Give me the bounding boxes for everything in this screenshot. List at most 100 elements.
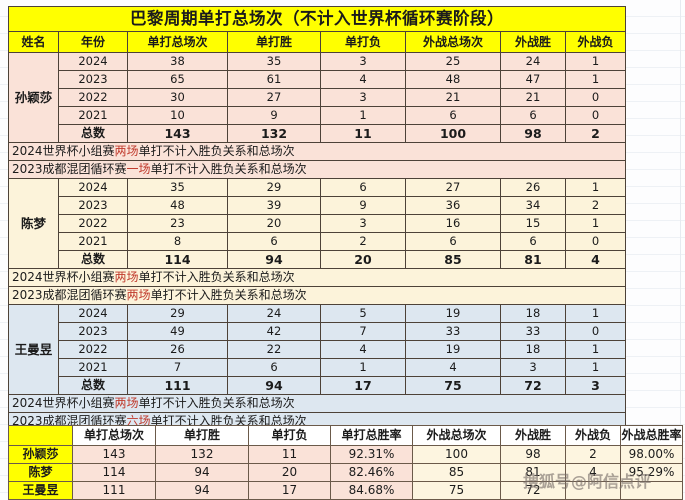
ext-loss-cell: 0 xyxy=(565,106,626,125)
note-pre: 2024世界杯小组赛 xyxy=(12,270,115,284)
ext-loss-cell: 1 xyxy=(565,178,626,197)
note-highlight: 两场 xyxy=(114,396,139,410)
singles-win-cell: 35 xyxy=(227,52,321,71)
year-cell: 2024 xyxy=(58,52,128,71)
summary-singles-total: 111 xyxy=(72,481,156,500)
total-ext-loss-cell: 4 xyxy=(565,250,626,269)
summary-header-ext-loss: 外战负 xyxy=(565,425,621,446)
singles-win-cell: 27 xyxy=(227,88,321,107)
singles-loss-cell: 3 xyxy=(320,52,406,71)
ext-win-cell: 21 xyxy=(500,88,566,107)
note-post: 单打不计入胜负关系和总场次 xyxy=(150,288,307,302)
summary-ext-total: 75 xyxy=(412,481,501,500)
ext-win-cell: 18 xyxy=(500,304,566,323)
note-post: 单打不计入胜负关系和总场次 xyxy=(138,270,295,284)
note-row: 2024世界杯小组赛两场单打不计入胜负关系和总场次 xyxy=(8,394,626,413)
year-cell: 2021 xyxy=(58,358,128,377)
summary-singles-total: 143 xyxy=(72,445,156,464)
ext-total-cell: 19 xyxy=(405,340,501,359)
summary-ext-rate: 98.00% xyxy=(620,445,683,464)
note-pre: 2024世界杯小组赛 xyxy=(12,144,115,158)
column-header-ext-total: 外战总场次 xyxy=(405,31,501,53)
summary-corner-cell xyxy=(8,425,73,446)
ext-win-cell: 3 xyxy=(500,358,566,377)
table-row: 孙颖莎 2024 38 35 3 25 24 1 xyxy=(8,52,626,143)
total-singles-loss-cell: 20 xyxy=(320,250,406,269)
column-header-name: 姓名 xyxy=(8,31,59,53)
column-header-singles-total: 单打总场次 xyxy=(127,31,228,53)
ext-loss-cell: 1 xyxy=(565,358,626,377)
ext-win-cell: 24 xyxy=(500,52,566,71)
summary-ext-loss: 4 xyxy=(565,463,621,482)
summary-header-row: 单打总场次 单打胜 单打负 单打总胜率 外战总场次 外战胜 外战负 外战总胜率 xyxy=(8,425,683,446)
section-note: 2024世界杯小组赛两场单打不计入胜负关系和总场次 xyxy=(8,142,626,161)
singles-total-cell: 49 xyxy=(127,322,228,341)
table-row: 2021 7 6 1 4 3 1 xyxy=(9,358,626,377)
singles-total-cell: 29 xyxy=(127,304,228,323)
ext-total-cell: 36 xyxy=(405,196,501,215)
singles-total-cell: 8 xyxy=(127,232,228,251)
ext-win-cell: 6 xyxy=(500,232,566,251)
singles-win-cell: 20 xyxy=(227,214,321,233)
total-row: 总数 114 94 20 85 81 4 xyxy=(9,250,626,269)
summary-ext-win: 98 xyxy=(500,445,566,464)
table-row: 王曼昱 2024 29 24 5 19 18 1 xyxy=(8,304,626,395)
summary-row: 孙颖莎 143 132 11 92.31% 100 98 2 98.00% xyxy=(8,445,683,464)
ext-total-cell: 4 xyxy=(405,358,501,377)
ext-win-cell: 18 xyxy=(500,340,566,359)
summary-header-ext-rate: 外战总胜率 xyxy=(620,425,683,446)
year-cell: 2021 xyxy=(58,106,128,125)
ext-total-cell: 16 xyxy=(405,214,501,233)
singles-total-cell: 48 xyxy=(127,196,228,215)
total-ext-win-cell: 72 xyxy=(500,376,566,395)
summary-singles-rate: 84.68% xyxy=(330,481,413,500)
summary-header-ext-total: 外战总场次 xyxy=(412,425,501,446)
singles-win-cell: 6 xyxy=(227,358,321,377)
table-row: 2023 48 39 9 36 34 2 xyxy=(9,196,626,215)
total-ext-total-cell: 85 xyxy=(405,250,501,269)
total-ext-win-cell: 81 xyxy=(500,250,566,269)
ext-win-cell: 34 xyxy=(500,196,566,215)
singles-win-cell: 29 xyxy=(227,178,321,197)
summary-ext-total: 100 xyxy=(412,445,501,464)
singles-loss-cell: 1 xyxy=(320,358,406,377)
summary-singles-win: 94 xyxy=(155,481,249,500)
note-row: 2024世界杯小组赛两场单打不计入胜负关系和总场次 xyxy=(8,268,626,287)
note-row: 2024世界杯小组赛两场单打不计入胜负关系和总场次 xyxy=(8,142,626,161)
summary-singles-rate: 82.46% xyxy=(330,463,413,482)
summary-header-ext-win: 外战胜 xyxy=(500,425,566,446)
table-row: 2022 26 22 4 19 18 1 xyxy=(9,340,626,359)
year-cell: 2022 xyxy=(58,340,128,359)
singles-win-cell: 42 xyxy=(227,322,321,341)
summary-header-singles-win: 单打胜 xyxy=(155,425,249,446)
summary-player-name: 王曼昱 xyxy=(8,481,73,500)
summary-header-singles-rate: 单打总胜率 xyxy=(330,425,413,446)
table-row: 2022 30 27 3 21 21 0 xyxy=(9,88,626,107)
column-header-singles-loss: 单打负 xyxy=(320,31,406,53)
singles-loss-cell: 3 xyxy=(320,214,406,233)
singles-loss-cell: 9 xyxy=(320,196,406,215)
table-row: 2023 49 42 7 33 33 0 xyxy=(9,322,626,341)
summary-header-singles-total: 单打总场次 xyxy=(72,425,156,446)
singles-loss-cell: 5 xyxy=(320,304,406,323)
ext-loss-cell: 1 xyxy=(565,340,626,359)
total-label-cell: 总数 xyxy=(58,250,128,269)
ext-total-cell: 48 xyxy=(405,70,501,89)
year-cell: 2023 xyxy=(58,196,128,215)
summary-ext-loss: 2 xyxy=(565,445,621,464)
summary-ext-rate xyxy=(620,481,683,500)
table-row: 2021 10 9 1 6 6 0 xyxy=(9,106,626,125)
ext-win-cell: 26 xyxy=(500,178,566,197)
total-singles-loss-cell: 11 xyxy=(320,124,406,143)
summary-singles-total: 114 xyxy=(72,463,156,482)
ext-win-cell: 33 xyxy=(500,322,566,341)
singles-total-cell: 65 xyxy=(127,70,228,89)
singles-win-cell: 22 xyxy=(227,340,321,359)
ext-loss-cell: 0 xyxy=(565,322,626,341)
singles-loss-cell: 6 xyxy=(320,178,406,197)
column-header-ext-win: 外战胜 xyxy=(500,31,566,53)
singles-total-cell: 23 xyxy=(127,214,228,233)
section-note: 2024世界杯小组赛两场单打不计入胜负关系和总场次 xyxy=(8,394,626,413)
note-pre: 2024世界杯小组赛 xyxy=(12,396,115,410)
ext-win-cell: 15 xyxy=(500,214,566,233)
